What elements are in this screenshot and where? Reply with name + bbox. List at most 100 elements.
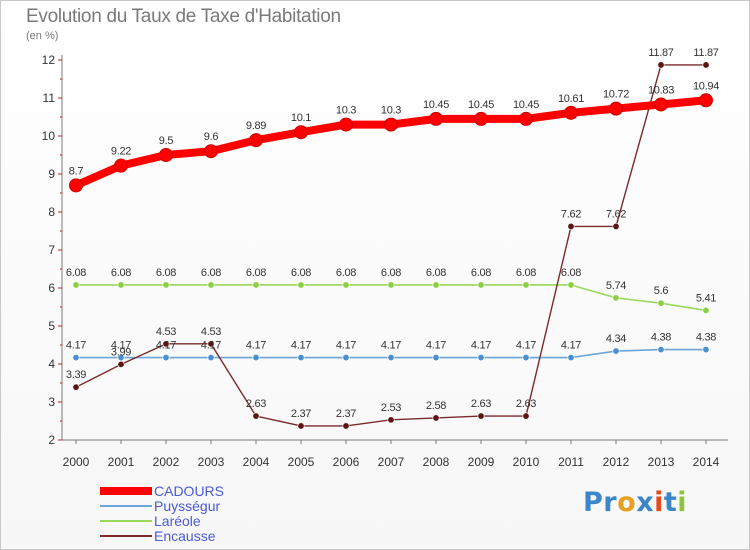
x-tick-label: 2010 bbox=[513, 455, 540, 469]
data-label-encausse: 4.53 bbox=[201, 326, 221, 338]
data-point-encausse bbox=[387, 416, 395, 424]
data-label-lar-ole: 6.08 bbox=[426, 267, 446, 279]
data-label-encausse: 3.99 bbox=[111, 346, 131, 358]
data-point-encausse bbox=[162, 340, 170, 348]
data-point-lar-ole bbox=[342, 281, 350, 289]
data-point-cadours bbox=[609, 101, 623, 116]
data-label-cadours: 10.61 bbox=[558, 93, 584, 105]
data-label-encausse: 2.37 bbox=[336, 408, 356, 420]
x-tick-label: 2000 bbox=[63, 455, 90, 469]
data-point-encausse bbox=[297, 422, 305, 430]
data-point-puyss-gur bbox=[342, 354, 350, 362]
data-label-puyss-gur: 4.17 bbox=[471, 340, 491, 352]
data-label-encausse: 4.53 bbox=[156, 326, 176, 338]
data-label-cadours: 10.72 bbox=[603, 89, 629, 101]
data-point-lar-ole bbox=[252, 281, 260, 289]
data-label-cadours: 10.45 bbox=[513, 99, 539, 111]
data-label-puyss-gur: 4.38 bbox=[696, 332, 716, 344]
x-tick-label: 2003 bbox=[198, 455, 225, 469]
data-point-encausse bbox=[522, 412, 530, 420]
data-label-lar-ole: 6.08 bbox=[291, 267, 311, 279]
data-label-puyss-gur: 4.17 bbox=[246, 340, 266, 352]
y-tick-label: 3 bbox=[48, 395, 55, 409]
data-label-cadours: 10.83 bbox=[648, 84, 674, 96]
data-label-puyss-gur: 4.17 bbox=[561, 340, 581, 352]
data-point-cadours bbox=[114, 158, 128, 173]
logo-letter: r bbox=[603, 487, 618, 518]
data-point-puyss-gur bbox=[702, 346, 710, 354]
y-tick-label: 8 bbox=[48, 205, 55, 219]
data-label-cadours: 10.45 bbox=[468, 99, 494, 111]
data-label-cadours: 10.45 bbox=[423, 99, 449, 111]
data-label-puyss-gur: 4.17 bbox=[381, 340, 401, 352]
data-point-lar-ole bbox=[432, 281, 440, 289]
proxiti-logo[interactable]: Proxiti bbox=[583, 487, 687, 518]
data-label-cadours: 10.1 bbox=[291, 112, 311, 124]
data-label-cadours: 9.5 bbox=[159, 135, 174, 147]
data-point-cadours bbox=[654, 97, 668, 112]
data-label-encausse: 2.37 bbox=[291, 408, 311, 420]
data-label-cadours: 8.7 bbox=[69, 165, 84, 177]
data-point-encausse bbox=[72, 383, 80, 391]
data-label-lar-ole: 6.08 bbox=[561, 267, 581, 279]
y-tick-label: 11 bbox=[43, 91, 56, 105]
legend-label-cadours: CADOURS bbox=[154, 483, 225, 499]
data-label-lar-ole: 5.41 bbox=[696, 292, 716, 304]
data-point-puyss-gur bbox=[162, 354, 170, 362]
data-point-lar-ole bbox=[162, 281, 170, 289]
legend-swatch-laréole bbox=[100, 520, 152, 522]
data-label-lar-ole: 6.08 bbox=[336, 267, 356, 279]
data-point-cadours bbox=[519, 111, 533, 126]
data-label-encausse: 7.62 bbox=[606, 208, 626, 220]
data-label-puyss-gur: 4.17 bbox=[426, 340, 446, 352]
data-point-encausse bbox=[432, 414, 440, 422]
data-point-encausse bbox=[702, 61, 710, 69]
data-point-cadours bbox=[474, 111, 488, 126]
legend-label-laréole: Laréole bbox=[154, 513, 201, 529]
data-label-puyss-gur: 4.17 bbox=[201, 340, 221, 352]
data-point-lar-ole bbox=[612, 294, 620, 302]
data-point-encausse bbox=[252, 412, 260, 420]
data-point-cadours bbox=[249, 133, 263, 148]
y-tick-label: 5 bbox=[48, 319, 55, 333]
data-point-puyss-gur bbox=[297, 354, 305, 362]
x-tick-label: 2002 bbox=[153, 455, 180, 469]
data-label-puyss-gur: 4.17 bbox=[66, 340, 86, 352]
x-tick-label: 2007 bbox=[378, 455, 405, 469]
data-label-cadours: 10.3 bbox=[336, 105, 356, 117]
data-point-cadours bbox=[564, 105, 578, 120]
data-point-puyss-gur bbox=[72, 354, 80, 362]
logo-letter: P bbox=[583, 487, 604, 518]
data-point-puyss-gur bbox=[387, 354, 395, 362]
chart-title: Evolution du Taux de Taxe d'Habitation bbox=[26, 6, 341, 27]
data-point-puyss-gur bbox=[612, 347, 620, 355]
data-label-cadours: 9.89 bbox=[246, 120, 266, 132]
data-label-encausse: 2.63 bbox=[246, 398, 266, 410]
data-label-puyss-gur: 4.17 bbox=[111, 340, 131, 352]
x-tick-label: 2001 bbox=[108, 455, 135, 469]
data-label-lar-ole: 5.6 bbox=[654, 285, 669, 297]
data-point-puyss-gur bbox=[432, 354, 440, 362]
data-point-lar-ole bbox=[657, 299, 665, 307]
data-point-cadours bbox=[699, 93, 713, 108]
legend-label-encausse: Encausse bbox=[154, 528, 216, 544]
logo-letter: t bbox=[663, 487, 678, 518]
logo-letter: i bbox=[677, 487, 688, 518]
data-point-cadours bbox=[384, 117, 398, 132]
data-label-lar-ole: 6.08 bbox=[381, 267, 401, 279]
y-tick-label: 10 bbox=[42, 129, 56, 143]
x-tick-label: 2004 bbox=[243, 455, 270, 469]
x-tick-label: 2009 bbox=[468, 455, 495, 469]
data-point-encausse bbox=[477, 412, 485, 420]
x-tick-label: 2008 bbox=[423, 455, 450, 469]
data-label-puyss-gur: 4.17 bbox=[291, 340, 311, 352]
data-point-encausse bbox=[567, 222, 575, 230]
data-point-lar-ole bbox=[207, 281, 215, 289]
data-label-cadours: 10.3 bbox=[381, 105, 401, 117]
data-label-lar-ole: 6.08 bbox=[111, 267, 131, 279]
data-point-cadours bbox=[429, 111, 443, 126]
data-label-lar-ole: 6.08 bbox=[66, 267, 86, 279]
data-label-encausse: 11.87 bbox=[693, 47, 718, 59]
